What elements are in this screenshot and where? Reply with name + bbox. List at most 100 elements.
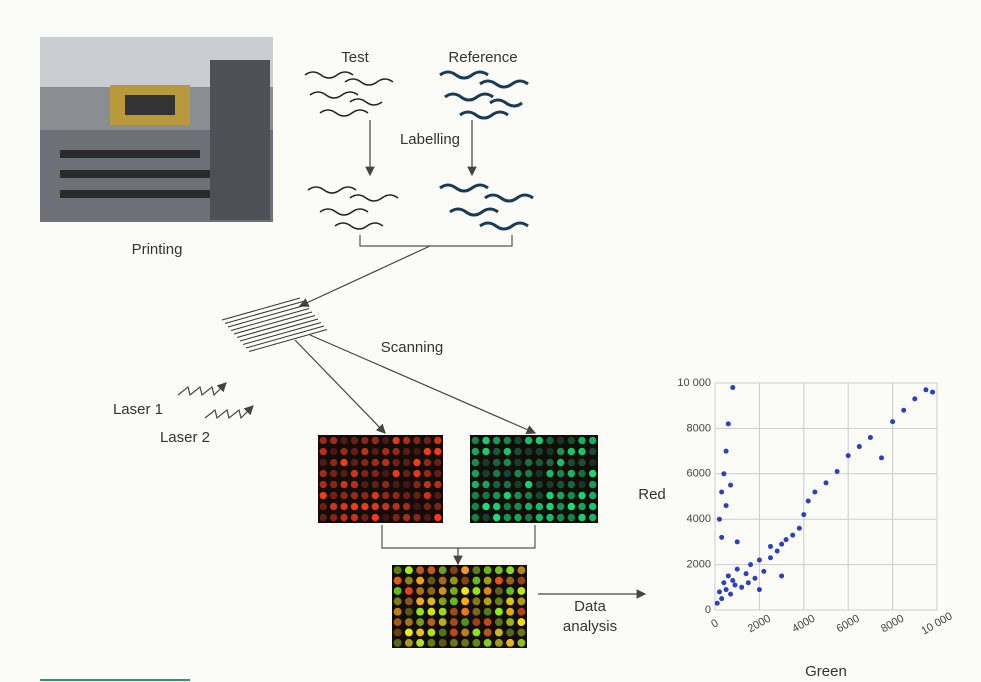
array-spot [482, 514, 489, 521]
array-spot [493, 514, 500, 521]
diagram: Printing Test Reference Labelling Scanni… [0, 0, 981, 682]
array-spot [506, 587, 514, 595]
point [801, 512, 806, 517]
array-spot [320, 459, 327, 466]
array-spot [504, 470, 511, 477]
printer-photo [40, 37, 273, 222]
array-spot [557, 470, 564, 477]
array-spot [482, 470, 489, 477]
array-spot [484, 566, 492, 574]
slide-line [243, 323, 321, 345]
slide-line [225, 302, 303, 324]
array-spot [424, 503, 431, 510]
array-spot [372, 514, 379, 521]
array-spot [450, 587, 458, 595]
array-spot [461, 608, 469, 616]
array-spot [351, 459, 358, 466]
array-spot [450, 618, 458, 626]
array-spot [416, 639, 424, 647]
array-spot [589, 470, 596, 477]
array-spot [372, 492, 379, 499]
array-spot [424, 459, 431, 466]
array-spot [578, 437, 585, 444]
array-spot [382, 481, 389, 488]
array-spot [525, 448, 532, 455]
array-spot [472, 639, 480, 647]
array-spot [504, 459, 511, 466]
array-spot [461, 639, 469, 647]
array-spot [394, 597, 402, 605]
microarray-slide [222, 298, 327, 352]
slide-line [249, 330, 327, 352]
labelled-reference [440, 185, 533, 229]
array-spot [482, 459, 489, 466]
photo-caption: Printing [132, 241, 183, 258]
array-spot [472, 597, 480, 605]
array-spot [506, 618, 514, 626]
slide-line [237, 316, 315, 338]
array-spot [403, 503, 410, 510]
array-spot [427, 566, 435, 574]
array-spot [392, 503, 399, 510]
array-spot [472, 577, 480, 585]
array-spot [504, 492, 511, 499]
array-spot [495, 639, 503, 647]
bracket [382, 525, 535, 548]
array-spot [403, 481, 410, 488]
array-spot [472, 448, 479, 455]
array-spot [427, 587, 435, 595]
array-spot [546, 437, 553, 444]
slide-line [222, 298, 300, 320]
x-tick-label: 6000 [835, 613, 862, 636]
array-spot [394, 577, 402, 585]
array-spot [382, 470, 389, 477]
array-spot [546, 448, 553, 455]
array-spot [578, 481, 585, 488]
array-spot [340, 470, 347, 477]
array-spot [568, 514, 575, 521]
array-spot [340, 437, 347, 444]
array-spot [536, 514, 543, 521]
array-spot [413, 437, 420, 444]
array-spot [517, 618, 525, 626]
array-spot [517, 608, 525, 616]
array-spot [536, 437, 543, 444]
point [715, 601, 720, 606]
array-spot [484, 639, 492, 647]
array-spot [340, 514, 347, 521]
array-spot [427, 629, 435, 637]
array-spot [330, 470, 337, 477]
point [768, 555, 773, 560]
array-spot [372, 437, 379, 444]
array-spot [514, 514, 521, 521]
array-spot [568, 437, 575, 444]
point [730, 578, 735, 583]
array-spot [361, 470, 368, 477]
point [752, 576, 757, 581]
point [901, 408, 906, 413]
array-spot [351, 514, 358, 521]
array-spot [536, 492, 543, 499]
array-spot [439, 577, 447, 585]
array-spot [394, 566, 402, 574]
array-spot [589, 514, 596, 521]
point [790, 533, 795, 538]
array-spot [506, 629, 514, 637]
array-spot [351, 492, 358, 499]
array-spot [568, 470, 575, 477]
array-spot [472, 503, 479, 510]
point [797, 526, 802, 531]
array-spot [424, 448, 431, 455]
array-spot [392, 514, 399, 521]
array-spot [493, 481, 500, 488]
laser-1-label: Laser 1 [113, 401, 163, 418]
array-spot [351, 448, 358, 455]
point [779, 542, 784, 547]
point [721, 471, 726, 476]
y-tick-label: 6000 [687, 468, 711, 480]
laser-2-beam [205, 406, 253, 418]
array-spot [514, 492, 521, 499]
array-spot [405, 608, 413, 616]
array-spot [495, 618, 503, 626]
array-spot [424, 437, 431, 444]
